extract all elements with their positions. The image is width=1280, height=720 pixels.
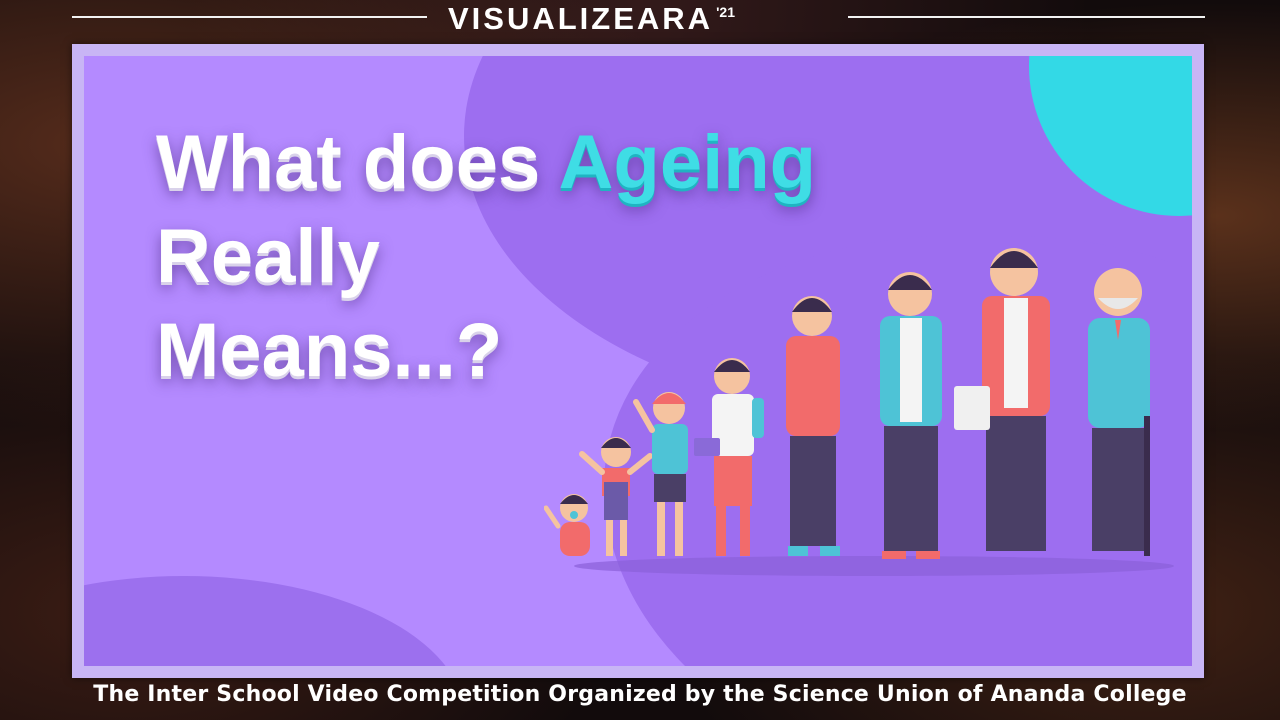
- logo-year: '21: [716, 4, 735, 20]
- toddler-figure: [582, 437, 650, 556]
- schoolboy-figure: [694, 358, 764, 556]
- baby-figure: [546, 494, 590, 556]
- headline-prefix: What does: [156, 120, 559, 205]
- footer-caption: The Inter School Video Competition Organ…: [0, 682, 1280, 707]
- child-cap-figure: [636, 392, 688, 556]
- top-right-rule: [848, 16, 1205, 18]
- visualizeara-logo: VISUALIZEARA '21: [448, 1, 832, 37]
- headline-highlight: Ageing: [559, 120, 817, 205]
- family-ages-illustration: [544, 226, 1184, 586]
- title-card: What does Ageing Really Means...?: [84, 56, 1192, 666]
- teen-figure: [786, 296, 840, 556]
- adult-figure: [954, 248, 1050, 551]
- decorative-blob: [84, 576, 464, 666]
- top-left-rule: [72, 16, 427, 18]
- elder-figure: [1088, 268, 1150, 556]
- headline-line-1: What does Ageing: [156, 116, 816, 210]
- logo-text: VISUALIZEARA: [448, 1, 713, 37]
- young-man-figure: [880, 272, 942, 559]
